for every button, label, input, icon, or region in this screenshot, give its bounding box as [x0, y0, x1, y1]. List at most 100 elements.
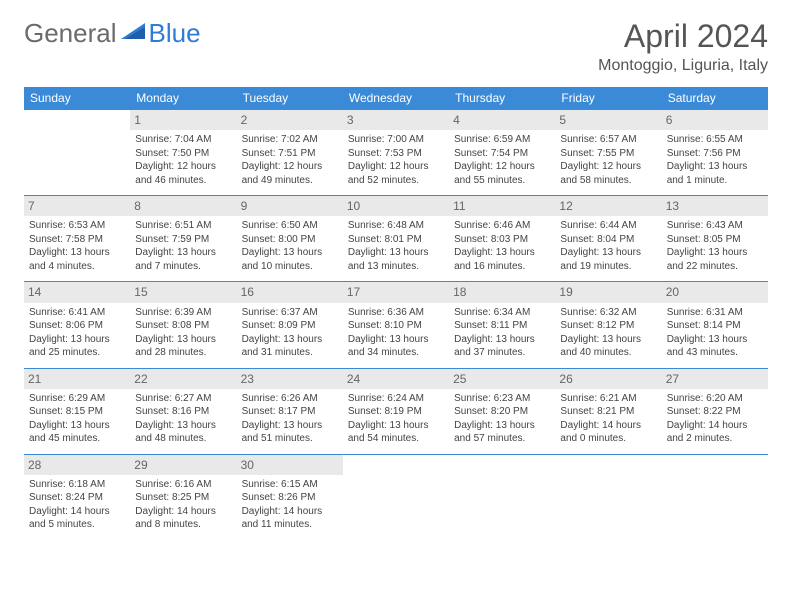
- weekday-header: Sunday: [24, 87, 130, 110]
- day-detail: Sunrise: 6:55 AM: [667, 133, 763, 147]
- day-detail: Daylight: 14 hours: [135, 505, 231, 519]
- day-detail: Sunrise: 6:15 AM: [242, 478, 338, 492]
- day-cell: 4Sunrise: 6:59 AMSunset: 7:54 PMDaylight…: [449, 110, 555, 196]
- day-cell: 11Sunrise: 6:46 AMSunset: 8:03 PMDayligh…: [449, 196, 555, 282]
- day-detail: Sunrise: 6:39 AM: [135, 306, 231, 320]
- day-detail: Sunrise: 7:02 AM: [242, 133, 338, 147]
- day-cell: 20Sunrise: 6:31 AMSunset: 8:14 PMDayligh…: [662, 282, 768, 368]
- day-detail: and 0 minutes.: [560, 432, 656, 446]
- day-number: 17: [343, 282, 449, 302]
- day-cell: [662, 454, 768, 540]
- day-detail: and 34 minutes.: [348, 346, 444, 360]
- day-detail: Sunset: 8:24 PM: [29, 491, 125, 505]
- day-number: 14: [24, 282, 130, 302]
- day-detail: Sunset: 8:17 PM: [242, 405, 338, 419]
- day-detail: and 2 minutes.: [667, 432, 763, 446]
- day-detail: Sunset: 8:26 PM: [242, 491, 338, 505]
- day-detail: Sunrise: 6:23 AM: [454, 392, 550, 406]
- day-detail: Daylight: 12 hours: [242, 160, 338, 174]
- day-cell: 24Sunrise: 6:24 AMSunset: 8:19 PMDayligh…: [343, 368, 449, 454]
- calendar-body: 1Sunrise: 7:04 AMSunset: 7:50 PMDaylight…: [24, 110, 768, 540]
- day-detail: Sunset: 8:22 PM: [667, 405, 763, 419]
- day-detail: Sunset: 8:04 PM: [560, 233, 656, 247]
- day-detail: Sunrise: 6:31 AM: [667, 306, 763, 320]
- day-detail: Daylight: 13 hours: [242, 246, 338, 260]
- day-cell: 2 Sunrise: 7:02 AMSunset: 7:51 PMDaylight…: [237, 110, 343, 196]
- day-detail: Sunset: 8:12 PM: [560, 319, 656, 333]
- day-detail: and 45 minutes.: [29, 432, 125, 446]
- day-detail: Sunrise: 6:27 AM: [135, 392, 231, 406]
- day-detail: Sunrise: 6:53 AM: [29, 219, 125, 233]
- day-number: 30: [237, 455, 343, 475]
- day-cell: 10Sunrise: 6:48 AMSunset: 8:01 PMDayligh…: [343, 196, 449, 282]
- day-detail: Daylight: 13 hours: [29, 333, 125, 347]
- day-cell: 13Sunrise: 6:43 AMSunset: 8:05 PMDayligh…: [662, 196, 768, 282]
- day-detail: and 28 minutes.: [135, 346, 231, 360]
- day-cell: 29Sunrise: 6:16 AMSunset: 8:25 PMDayligh…: [130, 454, 236, 540]
- month-title: April 2024: [598, 18, 768, 55]
- day-detail: Sunrise: 6:43 AM: [667, 219, 763, 233]
- day-detail: and 4 minutes.: [29, 260, 125, 274]
- day-detail: Sunrise: 6:51 AM: [135, 219, 231, 233]
- weekday-header: Wednesday: [343, 87, 449, 110]
- day-detail: and 57 minutes.: [454, 432, 550, 446]
- day-number: 2: [237, 110, 343, 130]
- day-number: 16: [237, 282, 343, 302]
- day-cell: 12Sunrise: 6:44 AMSunset: 8:04 PMDayligh…: [555, 196, 661, 282]
- day-detail: Sunset: 8:03 PM: [454, 233, 550, 247]
- day-detail: and 13 minutes.: [348, 260, 444, 274]
- week-row: 28Sunrise: 6:18 AMSunset: 8:24 PMDayligh…: [24, 454, 768, 540]
- day-detail: Sunrise: 6:32 AM: [560, 306, 656, 320]
- day-detail: Daylight: 13 hours: [348, 333, 444, 347]
- day-cell: 1Sunrise: 7:04 AMSunset: 7:50 PMDaylight…: [130, 110, 236, 196]
- day-detail: Sunset: 7:56 PM: [667, 147, 763, 161]
- location: Montoggio, Liguria, Italy: [598, 57, 768, 75]
- day-number: 18: [449, 282, 555, 302]
- day-number: 10: [343, 196, 449, 216]
- week-row: 7Sunrise: 6:53 AMSunset: 7:58 PMDaylight…: [24, 196, 768, 282]
- day-detail: Sunrise: 6:59 AM: [454, 133, 550, 147]
- day-detail: Daylight: 14 hours: [667, 419, 763, 433]
- day-number: 1: [130, 110, 236, 130]
- day-number: 5: [555, 110, 661, 130]
- day-detail: Sunrise: 6:37 AM: [242, 306, 338, 320]
- day-cell: 15Sunrise: 6:39 AMSunset: 8:08 PMDayligh…: [130, 282, 236, 368]
- day-detail: and 31 minutes.: [242, 346, 338, 360]
- calendar-table: Sunday Monday Tuesday Wednesday Thursday…: [24, 87, 768, 540]
- day-detail: Sunset: 8:08 PM: [135, 319, 231, 333]
- day-detail: Daylight: 13 hours: [135, 246, 231, 260]
- day-number: 3: [343, 110, 449, 130]
- day-detail: Daylight: 14 hours: [242, 505, 338, 519]
- day-cell: 25Sunrise: 6:23 AMSunset: 8:20 PMDayligh…: [449, 368, 555, 454]
- day-detail: Daylight: 13 hours: [348, 246, 444, 260]
- day-cell: 16Sunrise: 6:37 AMSunset: 8:09 PMDayligh…: [237, 282, 343, 368]
- day-cell: 26Sunrise: 6:21 AMSunset: 8:21 PMDayligh…: [555, 368, 661, 454]
- day-detail: Sunset: 8:11 PM: [454, 319, 550, 333]
- day-detail: and 25 minutes.: [29, 346, 125, 360]
- day-detail: Daylight: 13 hours: [667, 160, 763, 174]
- day-detail: Daylight: 12 hours: [348, 160, 444, 174]
- day-detail: Sunrise: 7:04 AM: [135, 133, 231, 147]
- day-detail: Daylight: 13 hours: [135, 419, 231, 433]
- day-detail: Sunset: 7:53 PM: [348, 147, 444, 161]
- day-cell: 28Sunrise: 6:18 AMSunset: 8:24 PMDayligh…: [24, 454, 130, 540]
- weekday-header: Thursday: [449, 87, 555, 110]
- day-detail: and 5 minutes.: [29, 518, 125, 532]
- day-cell: [24, 110, 130, 196]
- day-number: 21: [24, 369, 130, 389]
- day-detail: Sunset: 7:51 PM: [242, 147, 338, 161]
- day-detail: and 7 minutes.: [135, 260, 231, 274]
- day-cell: 23Sunrise: 6:26 AMSunset: 8:17 PMDayligh…: [237, 368, 343, 454]
- day-detail: Daylight: 14 hours: [29, 505, 125, 519]
- day-number: 15: [130, 282, 236, 302]
- week-row: 1Sunrise: 7:04 AMSunset: 7:50 PMDaylight…: [24, 110, 768, 196]
- week-row: 14Sunrise: 6:41 AMSunset: 8:06 PMDayligh…: [24, 282, 768, 368]
- day-detail: and 10 minutes.: [242, 260, 338, 274]
- weekday-header: Monday: [130, 87, 236, 110]
- day-detail: Sunset: 8:05 PM: [667, 233, 763, 247]
- day-number: 27: [662, 369, 768, 389]
- day-detail: Sunset: 8:21 PM: [560, 405, 656, 419]
- weekday-header: Tuesday: [237, 87, 343, 110]
- day-detail: and 8 minutes.: [135, 518, 231, 532]
- day-number: 11: [449, 196, 555, 216]
